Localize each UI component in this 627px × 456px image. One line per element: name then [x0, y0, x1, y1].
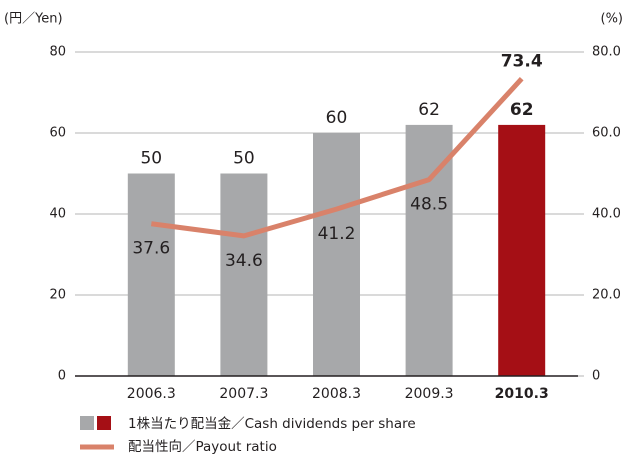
x-tick-label: 2007.3 — [219, 386, 268, 402]
y-tick-label: 40 — [49, 207, 66, 222]
y-tick-label: 60 — [49, 126, 66, 141]
x-tick-label: 2009.3 — [405, 386, 454, 402]
y2-tick-label: 80.0 — [592, 45, 621, 60]
x-tick-label: 2008.3 — [312, 386, 361, 402]
y2-tick-label: 60.0 — [592, 126, 621, 141]
y-tick-label: 0 — [58, 369, 66, 384]
bar — [498, 124, 546, 377]
y2-unit-label: (%) — [601, 12, 624, 27]
bar — [127, 173, 175, 376]
bar-value-label: 50 — [140, 149, 162, 169]
payout-line — [150, 77, 524, 239]
line-value-label: 41.2 — [318, 224, 356, 244]
x-tick-label: 2010.3 — [495, 386, 549, 402]
y-tick-label: 80 — [49, 45, 66, 60]
legend-label: 1株当たり配当金／Cash dividends per share — [128, 416, 416, 432]
line-value-label: 48.5 — [410, 195, 448, 215]
bar — [313, 133, 360, 376]
bar — [405, 124, 453, 377]
bar-value-label: 62 — [418, 100, 440, 120]
bar-value-label: 62 — [510, 100, 534, 120]
line-value-label: 34.6 — [225, 251, 263, 271]
y2-tick-label: 0 — [592, 369, 600, 384]
y2-tick-label: 40.0 — [592, 207, 621, 222]
line-value-label: 37.6 — [132, 239, 170, 259]
x-tick-label: 2006.3 — [127, 386, 176, 402]
y-tick-label: 20 — [49, 288, 66, 303]
y2-tick-label: 20.0 — [592, 288, 621, 303]
legend-label: 配当性向／Payout ratio — [128, 439, 277, 455]
legend-swatch — [97, 416, 111, 430]
bar — [220, 173, 268, 376]
bar-value-label: 50 — [233, 149, 255, 169]
legend-swatch — [80, 416, 94, 430]
y-unit-label: (円／Yen) — [4, 12, 63, 27]
bar-value-label: 60 — [326, 108, 348, 128]
line-value-label: 73.4 — [501, 52, 543, 72]
